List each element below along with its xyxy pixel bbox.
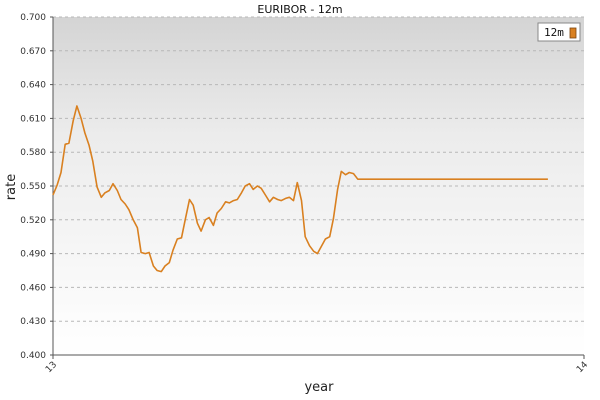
x-tick-label: 14 xyxy=(575,360,590,375)
y-tick-label: 0.460 xyxy=(20,283,46,293)
y-tick-label: 0.400 xyxy=(20,351,46,361)
y-tick-label: 0.430 xyxy=(20,317,46,327)
y-axis-title: rate xyxy=(4,174,19,200)
legend-swatch xyxy=(569,27,577,39)
x-tick-label: 13 xyxy=(44,360,59,375)
x-axis-title: year xyxy=(304,380,334,395)
y-tick-labels: 0.400 0.430 0.460 0.490 0.520 0.550 0.580 0.610… xyxy=(20,13,53,361)
y-tick-label: 0.580 xyxy=(20,148,46,158)
y-tick-label: 0.550 xyxy=(20,182,46,192)
y-tick-label: 0.520 xyxy=(20,216,46,226)
legend-box xyxy=(537,22,581,42)
y-tick-label: 0.670 xyxy=(20,47,46,57)
legend: 12m xyxy=(537,22,581,42)
series-line-12m xyxy=(52,105,548,273)
y-tick-label: 0.640 xyxy=(20,81,46,91)
y-tick-label: 0.610 xyxy=(20,114,46,124)
legend-label: 12m xyxy=(544,26,564,39)
y-tick-label: 0.490 xyxy=(20,250,46,260)
x-tick-labels: 13 14 xyxy=(44,355,590,375)
gridlines xyxy=(53,16,584,322)
chart-title: EURIBOR - 12m xyxy=(257,3,342,16)
y-tick-label: 0.700 xyxy=(20,13,46,23)
